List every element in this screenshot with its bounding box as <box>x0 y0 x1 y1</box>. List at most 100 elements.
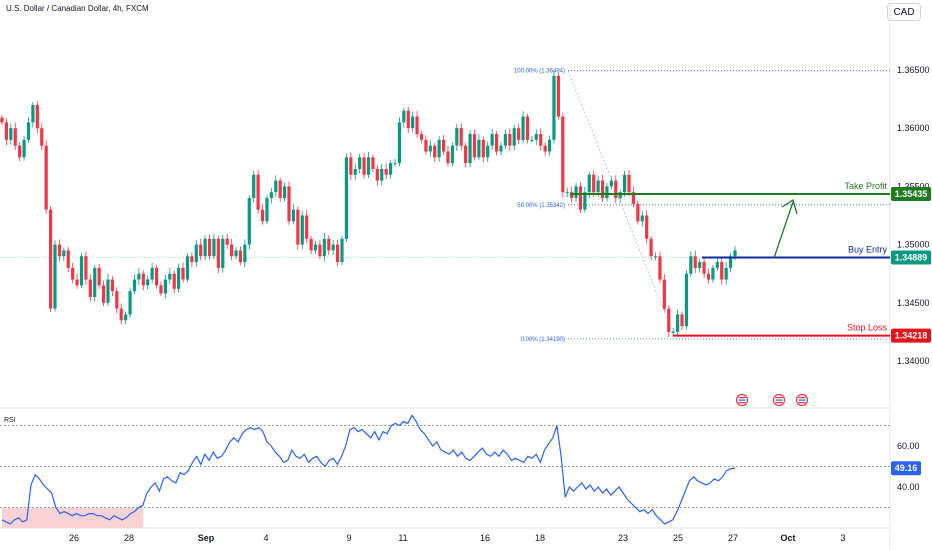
candle-body <box>561 116 565 193</box>
candle-body <box>66 250 70 268</box>
candle-body <box>48 209 53 309</box>
candle-body <box>344 157 349 239</box>
price-tick-label: 1.35500 <box>897 181 930 191</box>
candle-body <box>547 139 552 152</box>
candle-body <box>75 279 79 286</box>
price-tick-label: 1.35000 <box>897 240 930 250</box>
candle-body <box>715 262 719 268</box>
candle-body <box>283 186 287 199</box>
candle-body <box>221 238 225 268</box>
price-axis[interactable]: 1.36500 1.36000 1.35500 1.35000 1.34500 1.340… <box>897 65 930 366</box>
time-tick-label: 11 <box>398 533 407 543</box>
candle-body <box>216 238 220 268</box>
candle-body <box>587 174 591 193</box>
candle-body <box>733 250 737 257</box>
candle-body <box>565 192 569 194</box>
candle-body <box>689 256 693 274</box>
candle-body <box>574 186 578 199</box>
currency-selector-button[interactable]: CAD <box>887 3 921 21</box>
candle-body <box>278 180 282 199</box>
candle-body <box>212 238 216 257</box>
candle-body <box>698 262 702 268</box>
candle-body <box>680 314 684 327</box>
candle-body <box>181 267 185 280</box>
candle-body <box>583 192 587 210</box>
candle-body <box>163 279 167 294</box>
candle-body <box>88 279 92 297</box>
candle-body <box>720 262 724 280</box>
candle-body <box>230 244 234 257</box>
candle-body <box>468 134 472 164</box>
candle-body <box>636 203 640 222</box>
candle-body <box>172 273 176 289</box>
fib-level-label: 0.00% (1.34190) <box>521 337 565 343</box>
rsi-axis[interactable]: 60.00 40.00 49.16 <box>891 441 921 492</box>
candle-body <box>305 215 309 239</box>
candle-body <box>62 250 66 257</box>
symbol-title: U.S. Dollar / Canadian Dollar, 4h, FXCM <box>6 4 149 13</box>
candle-body <box>645 215 649 239</box>
price-tick-label: 1.36500 <box>897 65 930 75</box>
candle-body <box>508 134 512 146</box>
candle-body <box>384 168 388 175</box>
time-tick-label: 4 <box>263 533 268 543</box>
candle-body <box>353 168 357 175</box>
candle-body <box>534 134 538 140</box>
candle-body <box>397 122 402 164</box>
candle-body <box>44 145 48 210</box>
time-tick-label: Sep <box>198 533 215 543</box>
buy-entry-label: Buy Entry <box>848 245 888 255</box>
candle-body <box>481 139 485 158</box>
time-tick-label: 18 <box>535 533 545 543</box>
us-flag-event-icon[interactable] <box>772 393 786 407</box>
candle-body <box>525 116 530 140</box>
candle-body <box>97 267 101 286</box>
time-axis[interactable]: 26 28 Sep 4 9 11 16 18 23 25 27 Oct 3 <box>69 533 846 543</box>
candle-body <box>477 139 481 158</box>
candle-body <box>446 151 450 164</box>
candle-body <box>256 174 260 210</box>
candle-body <box>706 273 711 280</box>
projection-arrow[interactable] <box>773 198 798 259</box>
candle-body <box>199 244 203 257</box>
us-flag-event-icon[interactable] <box>735 393 749 407</box>
candle-body <box>207 238 212 257</box>
candle-body <box>141 273 145 286</box>
rsi-tick-label: 40.00 <box>897 482 920 492</box>
candle-body <box>433 145 437 158</box>
candle-body <box>137 273 141 280</box>
candle-body <box>512 128 516 146</box>
candle-body <box>274 180 278 193</box>
current-price-tag <box>891 250 931 265</box>
us-flag-event-icon[interactable] <box>795 393 809 407</box>
candle-body <box>309 238 313 251</box>
candlestick-series <box>0 70 737 338</box>
fibonacci-retracement[interactable]: 100.00% (1.36494) 50.00% (1.35342) 0.00% (… <box>514 69 890 343</box>
candle-body <box>13 128 17 146</box>
candle-body <box>154 267 159 286</box>
time-tick-label: 3 <box>840 533 845 543</box>
trade-levels[interactable]: Take Profit Buy Entry Stop Loss <box>570 181 890 337</box>
candle-body <box>18 145 22 158</box>
candle-body <box>406 110 410 129</box>
candle-body <box>494 134 499 152</box>
candle-body <box>331 244 335 251</box>
candle-body <box>234 250 238 257</box>
candle-body <box>455 128 459 146</box>
candle-body <box>318 244 322 257</box>
fib-level-label: 100.00% (1.36494) <box>514 69 565 75</box>
fib-trend-line <box>567 70 676 339</box>
candle-body <box>9 128 13 140</box>
take-profit-price-tag <box>891 186 931 201</box>
rsi-line <box>1 414 736 525</box>
candle-body <box>177 267 181 289</box>
candle-body <box>600 180 605 199</box>
candle-body <box>552 75 556 140</box>
candle-body <box>238 250 243 263</box>
candle-body <box>521 116 525 140</box>
candle-body <box>146 279 150 286</box>
candle-body <box>658 256 662 280</box>
price-tick-label: 1.34500 <box>897 298 930 308</box>
candle-body <box>609 180 613 187</box>
